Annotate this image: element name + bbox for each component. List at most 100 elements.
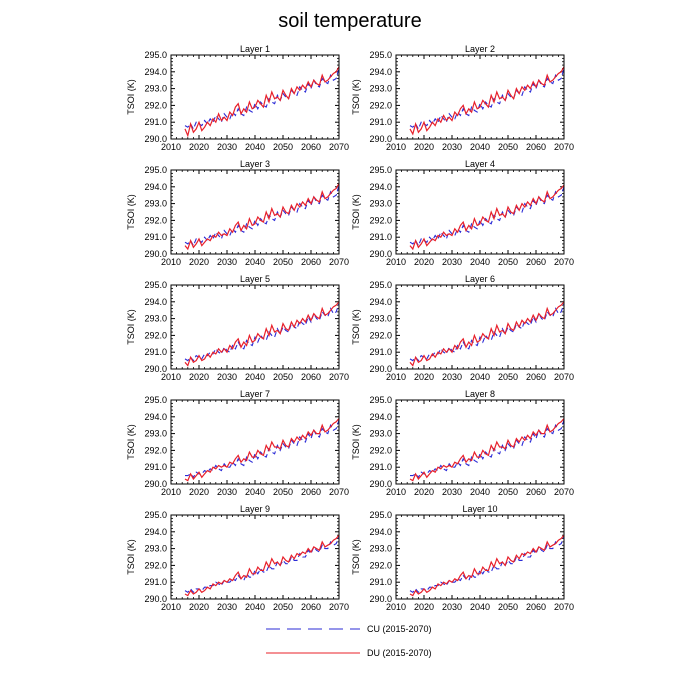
y-axis-label: TSOI (K): [126, 309, 136, 345]
y-tick-label: 295.0: [369, 50, 392, 60]
x-tick-label: 2070: [329, 257, 349, 267]
cu-series-line: [185, 420, 340, 479]
y-tick-label: 290.0: [144, 249, 167, 259]
y-tick-label: 295.0: [369, 395, 392, 405]
plot-frame: [395, 284, 565, 370]
x-tick-label: 2070: [554, 372, 574, 382]
y-tick-label: 290.0: [369, 364, 392, 374]
y-axis-label: TSOI (K): [351, 539, 361, 575]
x-tick-label: 2060: [526, 372, 546, 382]
y-tick-label: 292.0: [144, 215, 167, 225]
x-tick-label: 2040: [470, 602, 490, 612]
x-tick-label: 2010: [386, 487, 406, 497]
y-tick-label: 292.0: [144, 445, 167, 455]
y-tick-label: 291.0: [369, 232, 392, 242]
legend-item-cu: CU (2015-2070): [266, 624, 432, 634]
y-tick-label: 290.0: [369, 594, 392, 604]
chart-panel-4: Layer 4 TSOI (K) 2010 2020 2030 2040 2050 2060 2…: [351, 159, 574, 267]
plot-frame: [395, 54, 565, 140]
x-tick-label: 2020: [189, 257, 209, 267]
panel-title: Layer 6: [465, 274, 495, 284]
y-tick-label: 292.0: [369, 215, 392, 225]
y-axis-label: TSOI (K): [351, 194, 361, 230]
chart-panel-10: Layer 10 TSOI (K) 2010 2020 2030 2040 2050 2060…: [351, 504, 574, 612]
x-tick-label: 2040: [470, 257, 490, 267]
x-tick-label: 2010: [161, 372, 181, 382]
x-tick-label: 2060: [526, 487, 546, 497]
x-tick-label: 2040: [470, 487, 490, 497]
x-tick-label: 2030: [442, 487, 462, 497]
x-tick-label: 2020: [414, 372, 434, 382]
chart-panel-7: Layer 7 TSOI (K) 2010 2020 2030 2040 2050 2060 2…: [126, 389, 349, 497]
x-tick-label: 2060: [301, 257, 321, 267]
panel-title: Layer 9: [240, 504, 270, 514]
x-tick-label: 2020: [414, 487, 434, 497]
x-tick-label: 2060: [301, 142, 321, 152]
y-tick-label: 290.0: [369, 249, 392, 259]
x-tick-label: 2050: [498, 487, 518, 497]
y-tick-label: 291.0: [369, 577, 392, 587]
chart-panel-8: Layer 8 TSOI (K) 2010 2020 2030 2040 2050 2060 2…: [351, 389, 574, 497]
du-series-line: [409, 184, 565, 251]
panel-title: Layer 5: [240, 274, 270, 284]
y-tick-label: 290.0: [144, 364, 167, 374]
y-tick-label: 291.0: [369, 462, 392, 472]
x-tick-label: 2020: [189, 142, 209, 152]
x-tick-label: 2060: [526, 257, 546, 267]
cu-series-line: [184, 303, 340, 362]
y-tick-label: 291.0: [369, 347, 392, 357]
x-tick-label: 2030: [217, 257, 237, 267]
legend-label-du: DU (2015-2070): [367, 648, 432, 658]
cu-series-line: [184, 536, 340, 594]
x-tick-label: 2030: [442, 257, 462, 267]
y-tick-label: 295.0: [369, 280, 392, 290]
x-tick-label: 2050: [498, 257, 518, 267]
x-tick-label: 2020: [189, 602, 209, 612]
y-tick-label: 294.0: [144, 412, 167, 422]
du-series-line: [409, 301, 565, 367]
y-axis-label: TSOI (K): [351, 79, 361, 115]
x-tick-label: 2030: [217, 487, 237, 497]
y-tick-label: 295.0: [144, 395, 167, 405]
y-tick-label: 291.0: [144, 577, 167, 587]
y-tick-label: 293.0: [369, 314, 392, 324]
legend-label-cu: CU (2015-2070): [367, 624, 432, 634]
x-tick-label: 2030: [442, 142, 462, 152]
x-tick-label: 2020: [414, 257, 434, 267]
panel-title: Layer 10: [462, 504, 497, 514]
y-tick-label: 295.0: [144, 510, 167, 520]
du-series-line: [184, 418, 340, 482]
y-tick-label: 291.0: [144, 462, 167, 472]
panel-title: Layer 2: [465, 44, 495, 54]
y-tick-label: 291.0: [144, 347, 167, 357]
x-tick-label: 2010: [161, 142, 181, 152]
x-tick-label: 2010: [386, 602, 406, 612]
figure-title: soil temperature: [278, 10, 421, 32]
x-tick-label: 2040: [245, 487, 265, 497]
plot-frame: [170, 54, 340, 140]
x-tick-label: 2040: [245, 142, 265, 152]
x-tick-label: 2010: [386, 142, 406, 152]
y-tick-label: 294.0: [369, 412, 392, 422]
cu-series-line: [409, 68, 565, 131]
y-axis-label: TSOI (K): [126, 424, 136, 460]
y-axis-label: TSOI (K): [351, 309, 361, 345]
du-series-line: [409, 534, 565, 597]
chart-panel-2: Layer 2 TSOI (K) 2010 2020 2030 2040 2050 2060 2…: [351, 44, 574, 152]
x-tick-label: 2040: [245, 257, 265, 267]
y-tick-label: 294.0: [369, 527, 392, 537]
x-tick-label: 2060: [301, 602, 321, 612]
y-tick-label: 292.0: [369, 100, 392, 110]
chart-panel-3: Layer 3 TSOI (K) 2010 2020 2030 2040 2050 2060 2…: [126, 159, 349, 267]
x-tick-label: 2020: [189, 372, 209, 382]
x-tick-label: 2050: [273, 602, 293, 612]
x-tick-label: 2060: [526, 142, 546, 152]
x-tick-label: 2060: [301, 487, 321, 497]
x-tick-label: 2050: [273, 372, 293, 382]
x-tick-label: 2040: [245, 372, 265, 382]
du-series-line: [409, 66, 565, 136]
chart-panel-9: Layer 9 TSOI (K) 2010 2020 2030 2040 2050 2060 2…: [126, 504, 349, 612]
x-tick-label: 2050: [273, 487, 293, 497]
y-tick-label: 295.0: [369, 510, 392, 520]
plot-frame: [170, 169, 340, 255]
